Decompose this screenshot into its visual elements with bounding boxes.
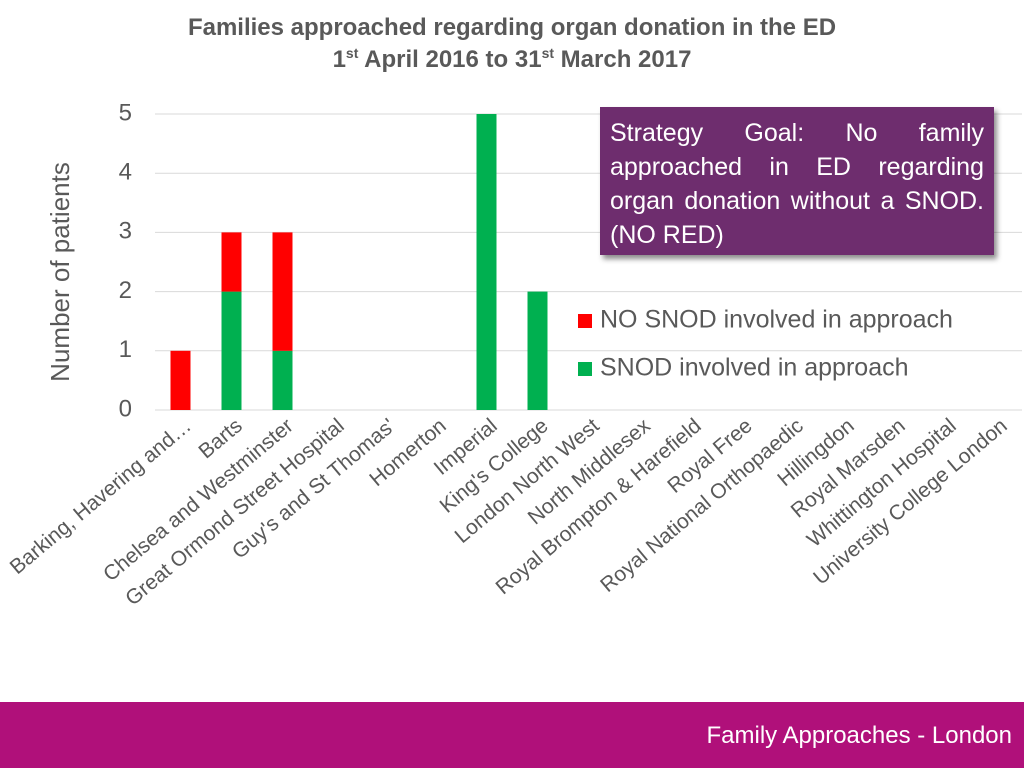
legend-label: NO SNOD involved in approach	[600, 306, 953, 334]
bar-snod-2	[272, 350, 293, 410]
y-tick-label: 2	[119, 277, 132, 304]
title-part-middle: April 2016 to 31	[358, 46, 542, 73]
legend-swatch	[578, 314, 592, 328]
bars	[170, 114, 548, 410]
chart-title-line1: Families approached regarding organ dona…	[187, 14, 837, 41]
y-tick-label: 4	[119, 159, 132, 186]
bar-no-snod-1	[221, 232, 242, 292]
y-tick-label: 5	[119, 99, 132, 126]
bar-snod-1	[221, 291, 242, 410]
bar-no-snod-0	[170, 350, 191, 410]
category-label: Chelsea and Westminster	[99, 414, 298, 586]
y-tick-label: 1	[119, 336, 132, 363]
callout-text: Strategy Goal: No family approached in E…	[610, 119, 984, 249]
stacked-bar-chart: 0 1 2 3 4 5 Barking, Havering and…BartsChelse…	[6, 99, 1022, 610]
title-part-sup2: st	[541, 45, 555, 61]
title-part-end: March 2017	[554, 46, 692, 73]
bar-snod-7	[527, 291, 548, 410]
legend-swatch	[578, 362, 592, 376]
bar-no-snod-2	[272, 232, 293, 351]
title-part-sup1: st	[345, 45, 359, 61]
footer-bar: Family Approaches - London	[0, 702, 1024, 768]
legend: NO SNOD involved in approach SNOD involve…	[578, 306, 953, 382]
chart-title: Families approached regarding organ dona…	[0, 12, 1024, 76]
y-tick-label: 3	[119, 218, 132, 245]
strategy-goal-callout: Strategy Goal: No family approached in E…	[600, 107, 994, 255]
title-part-day1: 1	[332, 46, 346, 73]
bar-snod-6	[476, 114, 497, 410]
y-axis-label: Number of patients	[45, 162, 75, 382]
chart-title-line2: 1st April 2016 to 31st March 2017	[0, 44, 1024, 76]
footer-text: Family Approaches - London	[706, 722, 1012, 749]
y-tick-label: 0	[119, 395, 132, 422]
y-tick-labels: 0 1 2 3 4 5	[119, 99, 132, 422]
legend-label: SNOD involved in approach	[600, 354, 909, 382]
